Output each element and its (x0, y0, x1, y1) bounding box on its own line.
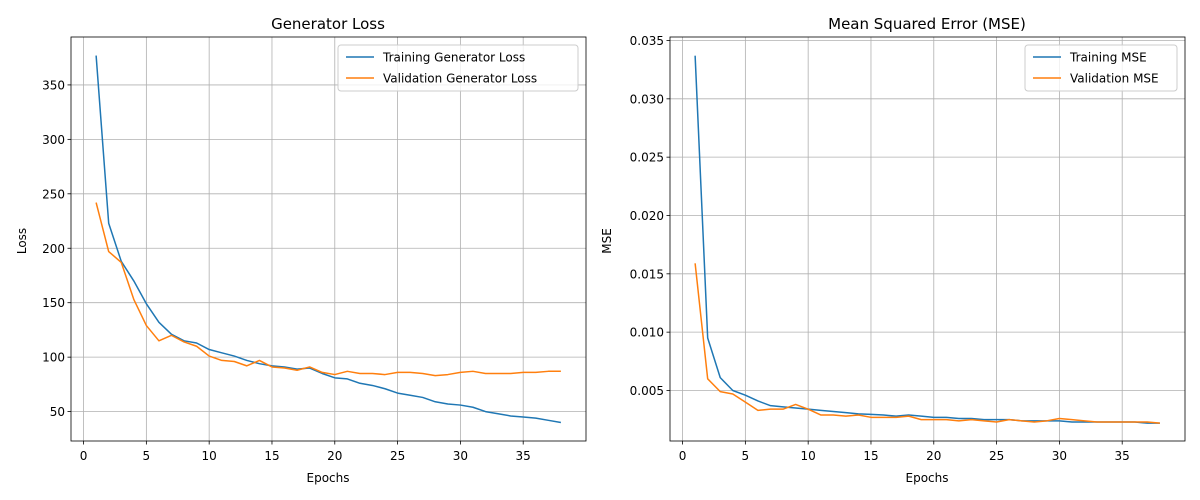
series-line (95, 202, 561, 377)
y-tick-label: 50 (50, 405, 65, 419)
x-tick-label: 0 (679, 449, 687, 463)
y-tick-label: 0.015 (630, 267, 664, 281)
y-tick-label: 0.035 (630, 34, 664, 48)
y-tick-label: 100 (42, 351, 65, 365)
x-axis-label: Epochs (307, 471, 350, 485)
series-line (694, 263, 1160, 424)
axes-frame (70, 36, 587, 442)
legend-label: Training Generator Loss (382, 51, 525, 65)
series-line (694, 55, 1160, 424)
x-tick-label: 25 (390, 449, 405, 463)
x-tick-label: 30 (453, 449, 468, 463)
series-line (95, 55, 562, 424)
chart-mse: Mean Squared Error (MSE) Epochs MSE 0 5 10… (600, 15, 1186, 485)
chart-title: Mean Squared Error (MSE) (828, 15, 1026, 33)
y-tick-label: 0.010 (630, 326, 664, 340)
x-tick-label: 20 (926, 449, 941, 463)
x-tick-label: 25 (989, 449, 1004, 463)
x-tick-label: 35 (1115, 449, 1130, 463)
legend: Training MSE Validation MSE (1024, 44, 1178, 92)
y-axis-label: MSE (600, 228, 614, 254)
x-tick-label: 30 (1052, 449, 1067, 463)
legend-label: Validation Generator Loss (383, 72, 537, 86)
x-axis-label: Epochs (906, 471, 949, 485)
x-tick-label: 5 (143, 449, 151, 463)
x-tick-label: 10 (202, 449, 217, 463)
y-tick-label: 200 (42, 242, 65, 256)
y-tick-label: 0.030 (630, 92, 664, 106)
y-tick-label: 250 (42, 187, 65, 201)
legend-box (1024, 44, 1178, 92)
chart-title: Generator Loss (271, 15, 385, 33)
y-axis-label: Loss (15, 228, 29, 254)
legend-label: Training MSE (1069, 51, 1147, 65)
legend: Training Generator Loss Validation Genera… (337, 44, 579, 92)
x-tick-label: 35 (516, 449, 531, 463)
x-tick-label: 15 (264, 449, 279, 463)
plot-area: 0 5 10 15 20 25 30 35 0.005 0.010 0.015 0.020 0.025 0… (630, 34, 1186, 463)
y-tick-label: 0.025 (630, 151, 664, 165)
y-tick-label: 350 (42, 78, 65, 92)
plot-area: 0 5 10 15 20 25 30 35 50 100 150 200 250 300 350 Traini… (42, 36, 587, 463)
x-tick-label: 20 (327, 449, 342, 463)
x-tick-label: 0 (80, 449, 88, 463)
legend-box (337, 44, 579, 92)
x-tick-label: 15 (863, 449, 878, 463)
x-tick-label: 10 (801, 449, 816, 463)
chart-generator-loss: Generator Loss Epochs Loss 0 5 10 15 20 25 30 3… (15, 15, 587, 485)
y-tick-label: 0.020 (630, 209, 664, 223)
y-tick-label: 150 (42, 296, 65, 310)
y-tick-label: 300 (42, 133, 65, 147)
y-tick-label: 0.005 (630, 384, 664, 398)
axes-frame (669, 36, 1186, 442)
legend-label: Validation MSE (1070, 72, 1159, 86)
x-tick-label: 5 (742, 449, 750, 463)
